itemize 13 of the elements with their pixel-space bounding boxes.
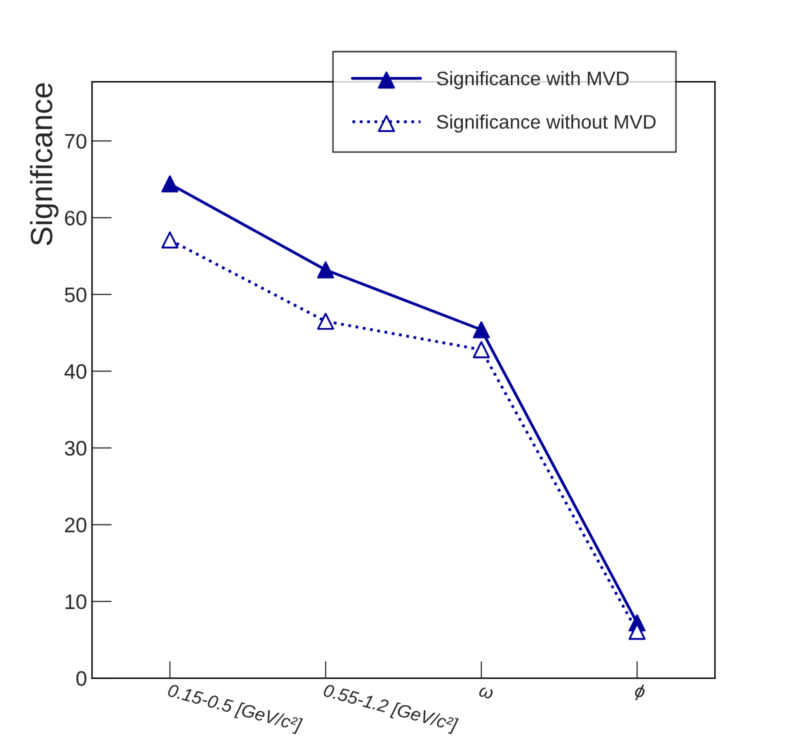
y-axis-title: Significance: [30, 83, 58, 246]
y-tick-label: 50: [64, 287, 86, 302]
y-tick-label: 0: [76, 671, 86, 686]
x-tick-label: ϕ: [633, 683, 646, 702]
y-tick-label: 10: [66, 594, 86, 610]
y-tick-label: 20: [65, 518, 86, 532]
legend-label: Significance with MVD: [436, 71, 629, 90]
y-tick-label: 60: [65, 210, 86, 226]
y-tick-label: 30: [64, 440, 86, 456]
y-tick-label: 40: [64, 364, 86, 379]
legend-label: Significance without MVD: [436, 114, 656, 133]
x-tick-label: ω: [478, 686, 494, 700]
y-tick-label: 70: [65, 134, 86, 149]
